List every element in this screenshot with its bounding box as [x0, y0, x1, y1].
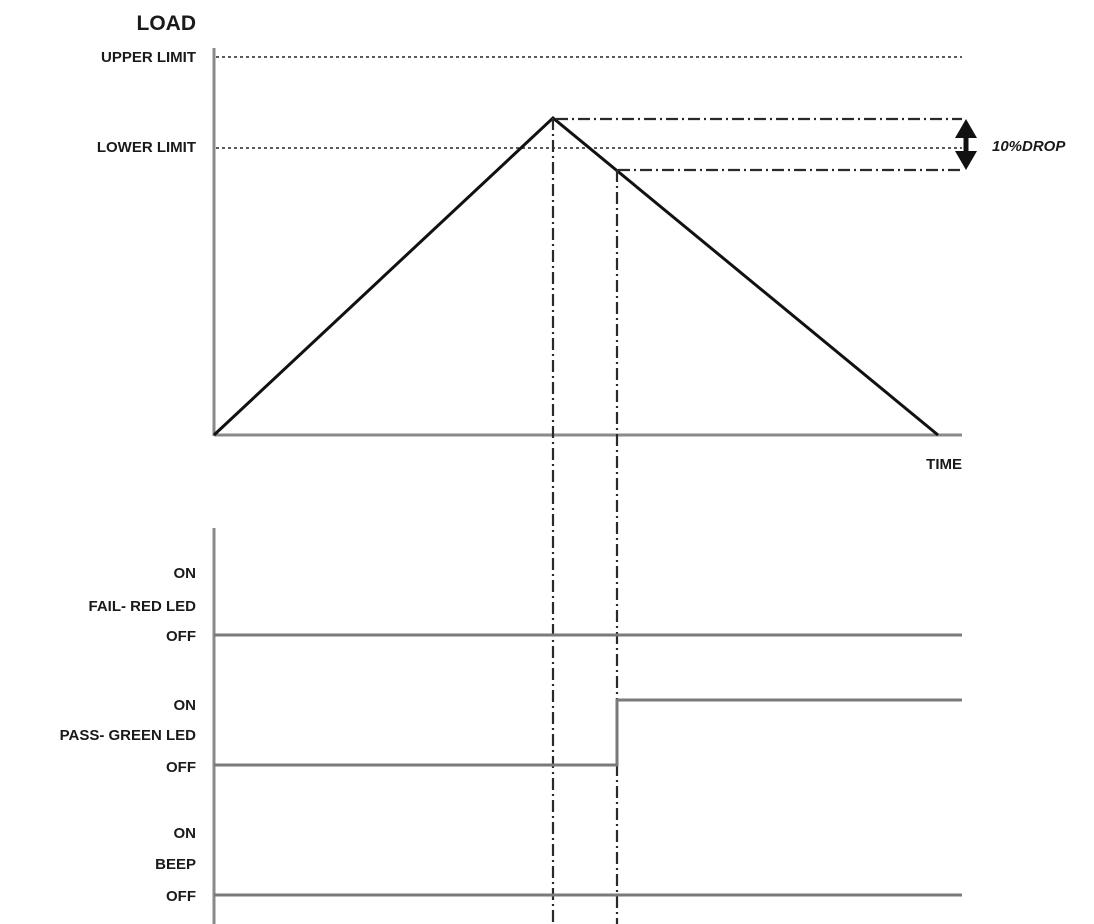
load-axis-label: LOAD — [137, 12, 197, 35]
beep-off-label: OFF — [166, 888, 196, 905]
fail-led-off-label: OFF — [166, 628, 196, 645]
load-curve — [212, 116, 939, 437]
time-axis-label: TIME — [926, 456, 962, 473]
pass-led-signal — [214, 698, 962, 767]
fail-led-label: FAIL- RED LED — [89, 598, 197, 615]
beep-on-label: ON — [174, 825, 197, 842]
fail-led-on-label: ON — [174, 565, 197, 582]
lower-limit-label: LOWER LIMIT — [97, 139, 196, 156]
pass-led-off-label: OFF — [166, 759, 196, 776]
pass-led-on-label: ON — [174, 697, 197, 714]
drop-label: 10%DROP — [992, 138, 1066, 155]
beep-label: BEEP — [155, 856, 196, 873]
pass-led-label: PASS- GREEN LED — [60, 727, 197, 744]
drop-double-arrow-icon — [955, 119, 977, 170]
upper-limit-label: UPPER LIMIT — [101, 49, 196, 66]
